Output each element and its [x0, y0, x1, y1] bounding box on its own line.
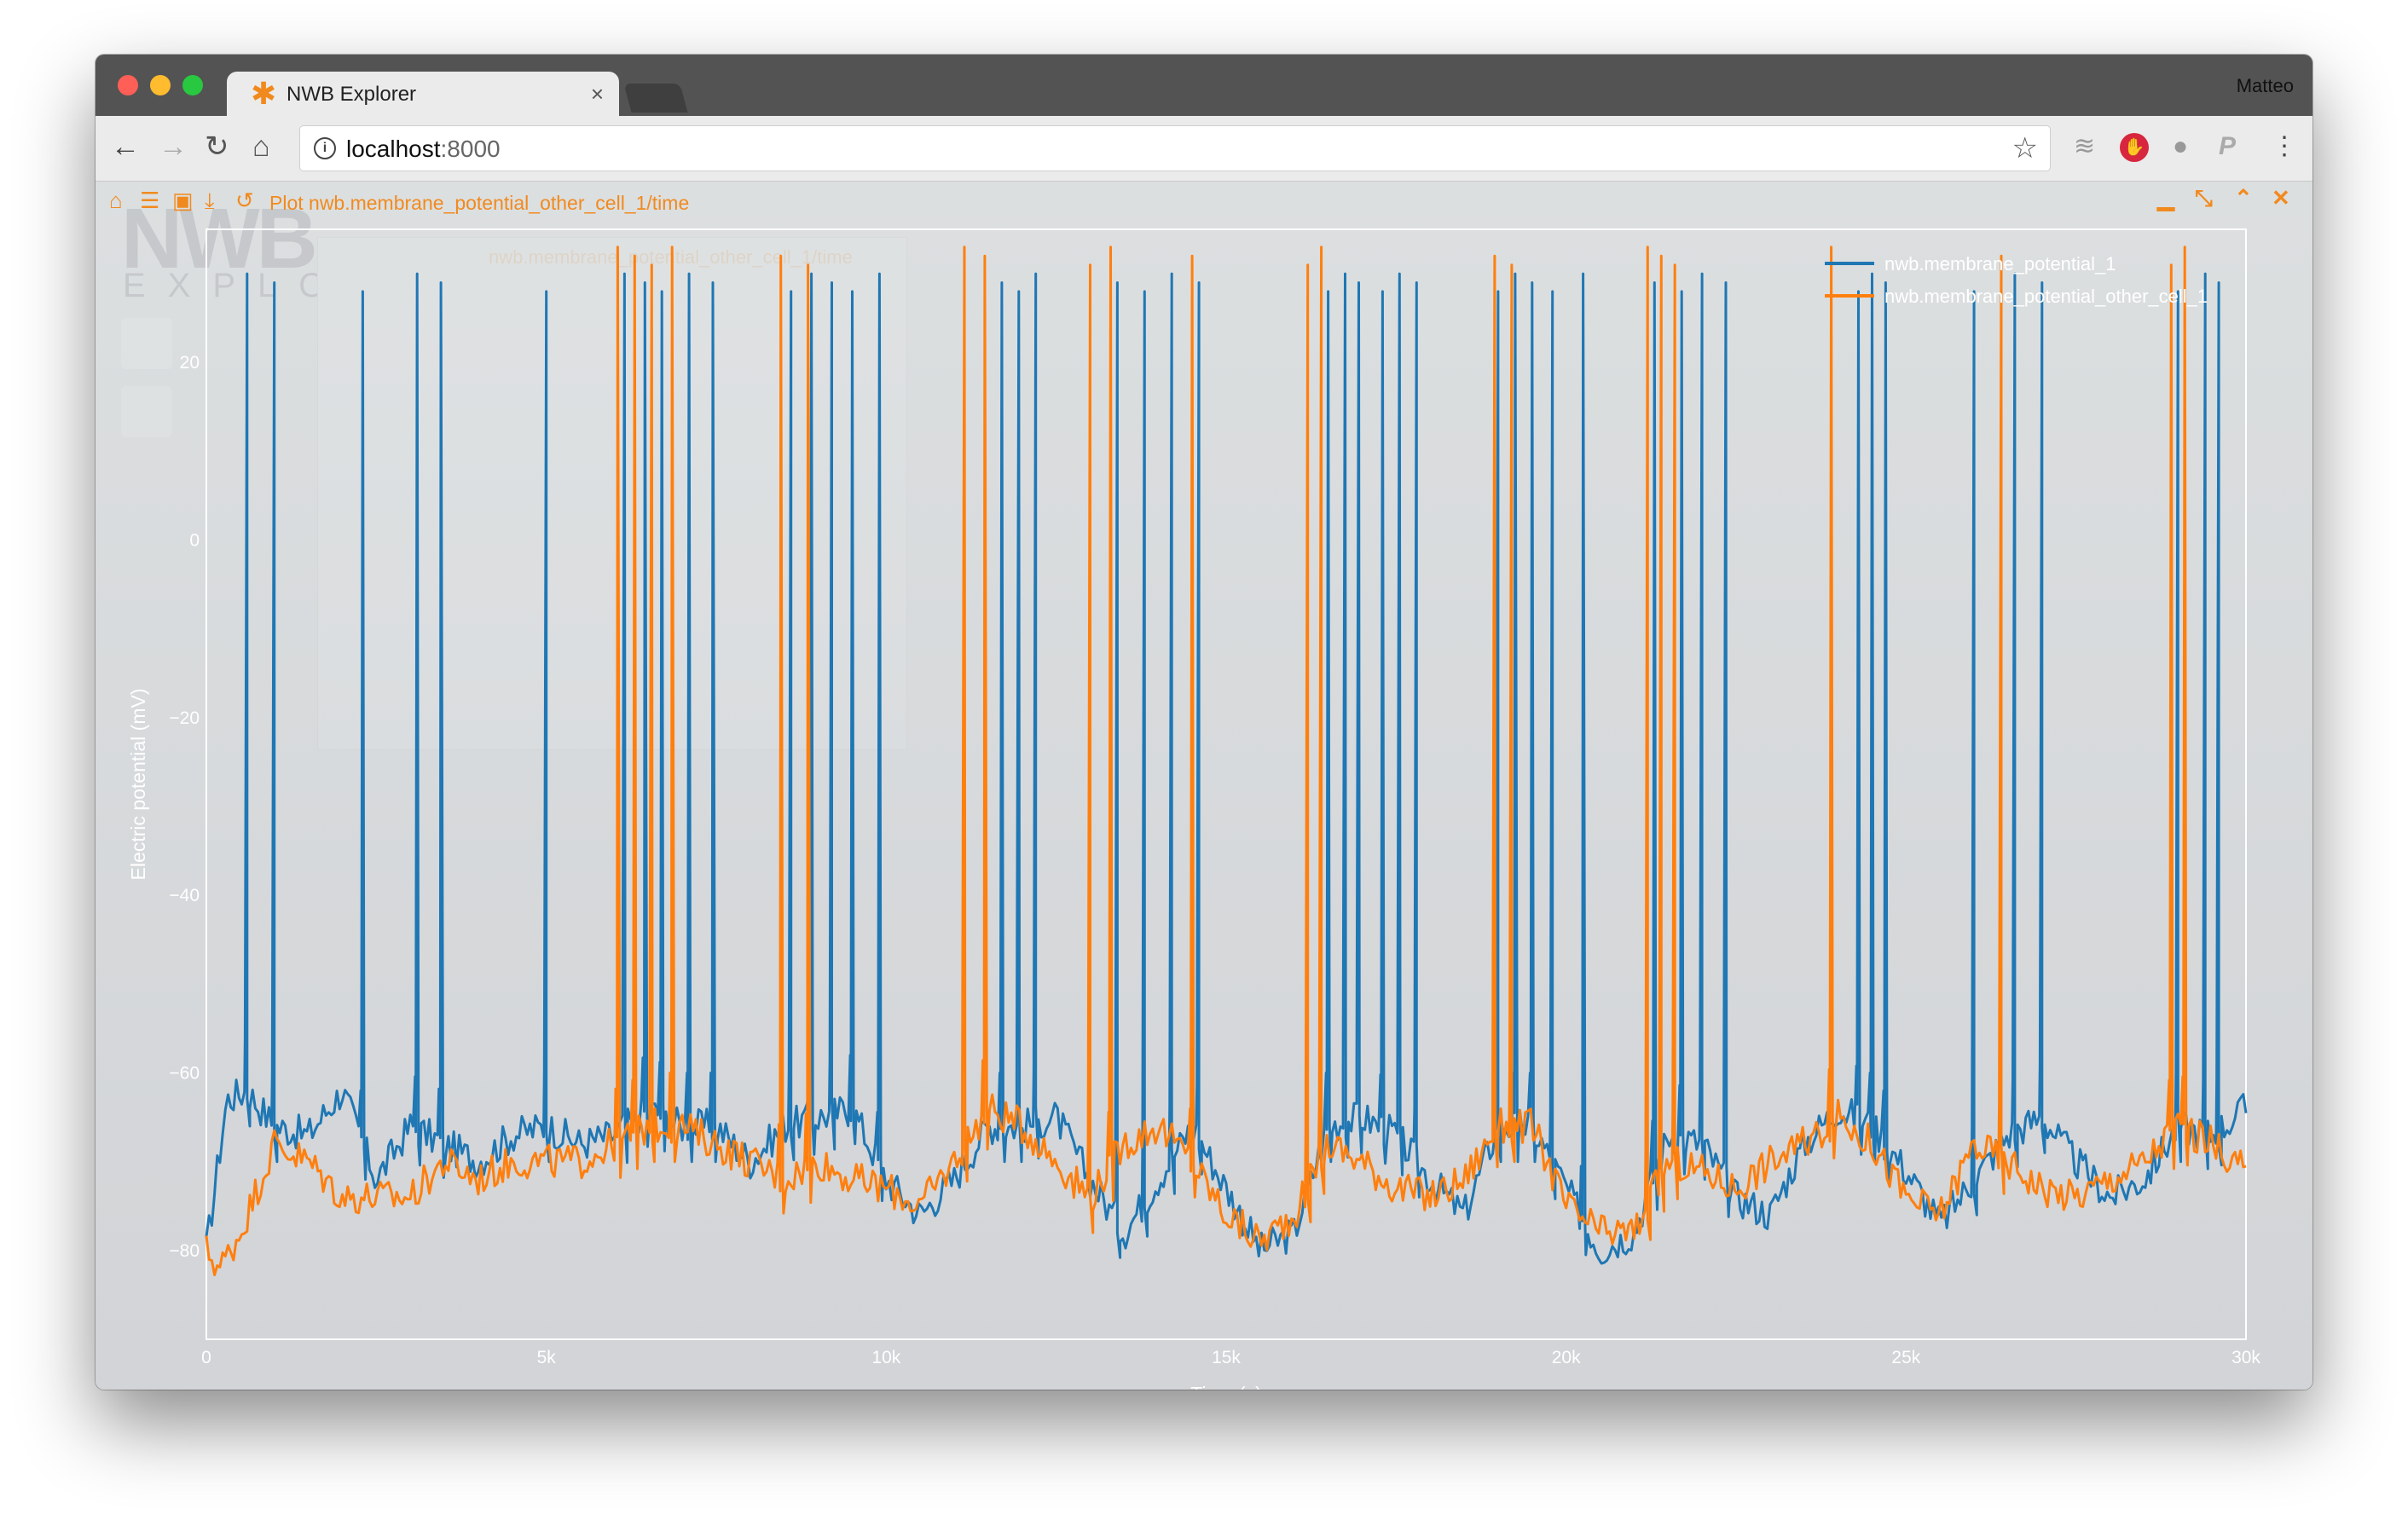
ghost-list-button [121, 318, 172, 369]
chevron-up-icon[interactable]: ⌃ [2234, 185, 2253, 211]
collapse-icon[interactable]: ⤡ [2195, 185, 2213, 211]
x-tick-label: 25k [1891, 1348, 1920, 1367]
profile-name[interactable]: Matteo [2236, 75, 2294, 96]
y-tick-label: −20 [169, 708, 200, 728]
browser-window: ✱ NWB Explorer × Matteo ← → ↻ ⌂ i localh… [96, 55, 2312, 1390]
forward-icon[interactable]: → [159, 130, 188, 163]
page-content: NWB EXPLORER nwb.membrane_potential_othe… [96, 182, 2312, 1390]
menu-icon[interactable]: ⋮ [2272, 132, 2297, 160]
x-tick-label: 0 [201, 1348, 211, 1367]
history-icon[interactable]: ↺ [235, 188, 254, 213]
address-bar[interactable]: i localhost:8000 ☆ [300, 126, 2050, 171]
ghost-chart-button [121, 386, 172, 437]
nwb-logo: NWB [121, 191, 318, 286]
x-tick-label: 5k [537, 1348, 557, 1367]
plot-title: Plot nwb.membrane_potential_other_cell_1… [269, 192, 690, 214]
new-tab-button[interactable] [623, 84, 688, 113]
tab-bar: ✱ NWB Explorer × Matteo [96, 55, 2312, 116]
image-icon[interactable]: ▣ [172, 188, 194, 213]
extension-icon[interactable]: ≋ [2074, 132, 2096, 160]
plot-chart[interactable]: 0 5k 10k 15k 20k 25k 30k −80 −60 −40 −20 0 20 Time (s… [96, 182, 2312, 1390]
reload-icon[interactable]: ↻ [205, 130, 229, 163]
browser-tab[interactable]: ✱ NWB Explorer × [227, 72, 619, 116]
tab-close-icon[interactable]: × [590, 81, 604, 107]
x-axis-label: Time (s) [1190, 1383, 1261, 1390]
back-icon[interactable]: ← [111, 130, 140, 163]
x-tick-label: 15k [1212, 1348, 1241, 1367]
window-close-button[interactable] [118, 75, 138, 95]
legend-label: nwb.membrane_potential_other_cell_1 [1884, 286, 2208, 307]
download-icon[interactable]: ⤓ [205, 188, 215, 213]
minimize-icon[interactable]: ▁ [2157, 185, 2174, 211]
home-icon[interactable]: ⌂ [109, 188, 123, 213]
y-tick-label: −80 [169, 1241, 200, 1261]
y-tick-label: −60 [169, 1064, 200, 1084]
tab-title: NWB Explorer [287, 83, 417, 106]
x-tick-label: 10k [871, 1348, 900, 1367]
list-icon[interactable]: ☰ [140, 188, 160, 213]
y-tick-label: −40 [169, 886, 200, 905]
window-maximize-button[interactable] [182, 75, 203, 95]
info-icon[interactable]: i [314, 137, 336, 159]
y-tick-label: 0 [189, 531, 200, 551]
x-tick-label: 20k [1552, 1348, 1581, 1367]
nwb-logo-subtitle: EXPLORER [123, 267, 486, 304]
url-port: :8000 [440, 136, 501, 162]
y-axis-label: Electric potential (mV) [127, 689, 149, 881]
window-minimize-button[interactable] [150, 75, 171, 95]
x-tick-label: 30k [2231, 1348, 2260, 1367]
url-text[interactable]: localhost:8000 [346, 136, 501, 163]
home-icon[interactable]: ⌂ [252, 130, 270, 163]
series-line-1 [205, 272, 2248, 1265]
url-host: localhost [346, 136, 441, 162]
adblock-icon[interactable]: ✋ [2120, 133, 2149, 162]
p-extension-icon[interactable]: P [2219, 132, 2237, 160]
browser-toolbar: ← → ↻ ⌂ i localhost:8000 ☆ ≋ ✋ ● P ⋮ [96, 116, 2312, 182]
legend-label: nwb.membrane_potential_1 [1884, 253, 2116, 275]
series-line-2 [205, 246, 2247, 1276]
plot-area-frame [205, 228, 2247, 1340]
ghost-plot-title: nwb.membrane_potential_other_cell_1/time [489, 246, 853, 268]
close-icon[interactable]: ✕ [2272, 185, 2290, 211]
asterisk-icon: ✱ [251, 76, 277, 111]
bookmark-star-icon[interactable]: ☆ [2011, 132, 2038, 165]
ghost-extension-icon[interactable]: ● [2173, 132, 2189, 160]
y-tick-label: 20 [180, 353, 200, 373]
